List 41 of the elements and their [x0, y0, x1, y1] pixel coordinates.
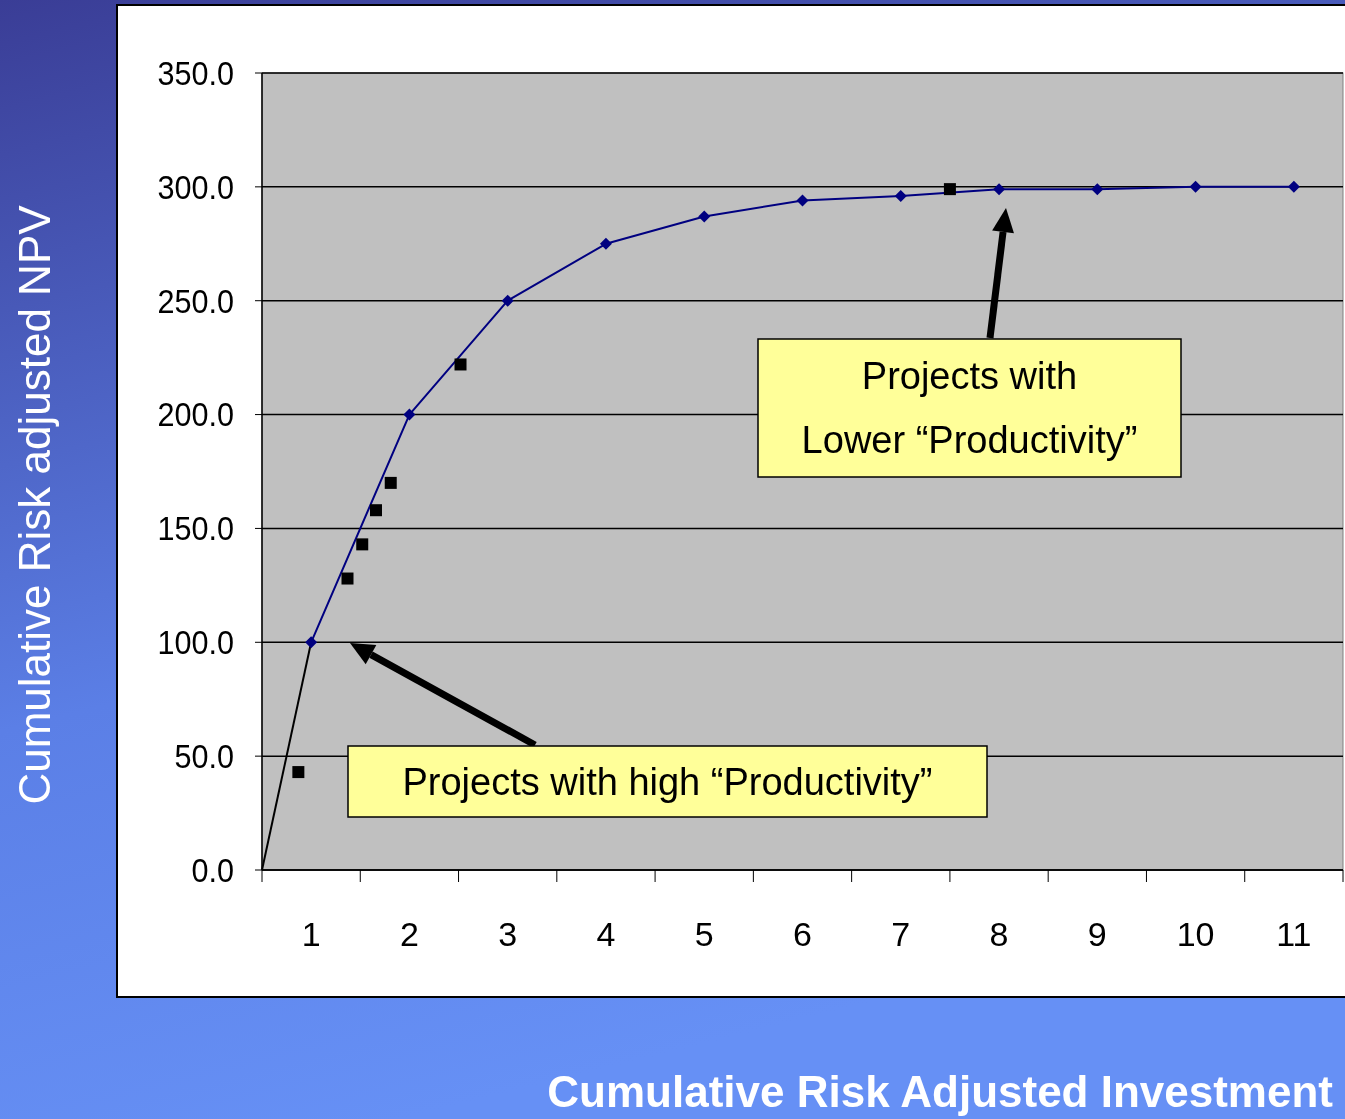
point: [1189, 180, 1202, 193]
y-tick-label: 250.0: [157, 282, 234, 320]
point: [943, 183, 956, 196]
point: [370, 504, 382, 517]
y-tick-label: 100.0: [157, 623, 234, 662]
x-axis-title: Cumulative Risk Adjusted Investment: [547, 1067, 1334, 1116]
point: [894, 189, 907, 202]
point: [292, 766, 305, 779]
y-tick-label: 200.0: [157, 395, 234, 434]
point: [305, 636, 318, 649]
x-tick-label: 6: [793, 915, 812, 953]
annotation: Projects with high “Productivity”: [402, 760, 933, 803]
x-tick-label: 1: [301, 915, 321, 953]
point: [796, 194, 809, 207]
x-tick-label: 7: [891, 915, 911, 953]
point: [341, 572, 354, 585]
y-tick-label: 300.0: [157, 168, 234, 207]
y-tick-label: 50.0: [174, 737, 234, 776]
point: [698, 210, 711, 223]
y-tick-label: 150.0: [157, 509, 234, 548]
x-tick-label: 8: [989, 915, 1009, 953]
point: [356, 538, 369, 551]
annotation: Projects with Lower “Productivity”: [801, 355, 1138, 462]
y-tick-label: 350.0: [157, 54, 234, 93]
y-axis-title: Cumulative Risk adjusted NPV: [10, 204, 59, 805]
point: [1287, 180, 1300, 193]
point: [599, 237, 612, 250]
point: [501, 294, 514, 307]
x-tick-label: 9: [1087, 915, 1107, 953]
point: [454, 358, 467, 371]
point: [384, 476, 397, 489]
x-tick-label: 10: [1176, 915, 1215, 953]
x-tick-label: 4: [596, 915, 616, 953]
x-tick-label: 3: [498, 915, 518, 953]
point: [1091, 183, 1104, 196]
y-tick-label: 0.0: [191, 851, 234, 890]
point: [993, 183, 1006, 196]
point: [403, 408, 416, 421]
x-tick-label: 2: [399, 915, 419, 953]
x-tick-label: 11: [1276, 915, 1312, 953]
x-tick-label: 5: [694, 915, 714, 953]
